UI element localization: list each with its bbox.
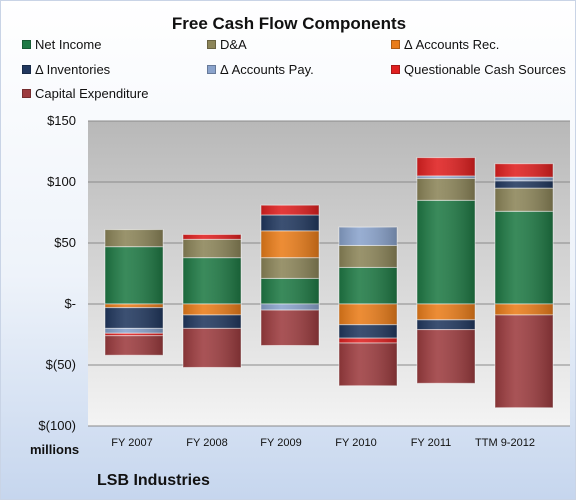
y-tick-label: $50: [54, 235, 76, 250]
x-tick-label: TTM 9-2012: [475, 437, 535, 449]
legend-swatch: [391, 65, 400, 74]
legend-swatch: [22, 40, 31, 49]
bar-segment-shading: [105, 229, 163, 247]
legend-item-da: D&A: [207, 37, 247, 52]
bar-segment-shading: [339, 324, 397, 339]
bar-segment-shading: [339, 304, 397, 325]
bar-segment-shading: [417, 329, 475, 384]
y-tick-label: $(100): [38, 418, 76, 433]
bar-segment-shading: [183, 328, 241, 368]
bar-segment-shading: [105, 333, 163, 336]
bar-segment-shading: [183, 257, 241, 304]
bar-segment-shading: [417, 304, 475, 320]
legend-swatch: [391, 40, 400, 49]
bar-segment-shading: [339, 338, 397, 344]
legend-swatch: [207, 40, 216, 49]
legend-item-accounts-rec: Δ Accounts Rec.: [391, 37, 499, 52]
chart-title: Free Cash Flow Components: [171, 14, 407, 33]
y-tick-label: $-: [64, 296, 76, 311]
bar-segment-shading: [105, 335, 163, 356]
bar-segment-shading: [261, 257, 319, 279]
legend-item-accounts-pay: Δ Accounts Pay.: [207, 62, 314, 77]
bar-segment-shading: [105, 304, 163, 308]
x-tick-label: FY 2011: [410, 437, 452, 449]
units-label: millions: [30, 442, 80, 457]
legend-label: Δ Accounts Rec.: [404, 37, 500, 52]
legend-swatch: [207, 65, 216, 74]
bar-segment-shading: [495, 163, 553, 178]
bar-segment-shading: [105, 246, 163, 304]
company-name: LSB Industries: [97, 472, 210, 489]
legend-label: Δ Inventories: [35, 62, 111, 77]
legend-label: D&A: [220, 37, 247, 52]
x-tick-label: FY 2010: [335, 437, 377, 449]
y-tick-label: $(50): [45, 357, 76, 372]
legend-label: Capital Expenditure: [35, 86, 149, 101]
legend-label: Questionable Cash Sources: [404, 62, 566, 77]
bar-segment-shading: [495, 180, 553, 189]
legend-item-questionable: Questionable Cash Sources: [391, 62, 566, 77]
bar-segment-shading: [261, 278, 319, 304]
bar-segment-shading: [261, 310, 319, 346]
bar-segment-shading: [495, 188, 553, 212]
legend-item-capex: Capital Expenditure: [22, 86, 148, 101]
bar-segment-shading: [261, 205, 319, 215]
bar-segment-shading: [339, 343, 397, 386]
bar-segment-shading: [495, 314, 553, 408]
bar-segment-shading: [339, 267, 397, 304]
legend-label: Δ Accounts Pay.: [220, 62, 314, 77]
bar-segment-shading: [261, 230, 319, 258]
x-tick-label: FY 2009: [260, 437, 302, 449]
plot-area: [88, 121, 570, 426]
legend-swatch: [22, 65, 31, 74]
bar-segment-shading: [183, 304, 241, 315]
bar-segment-shading: [183, 314, 241, 329]
bar-segment-shading: [417, 157, 475, 176]
bar-segment-shading: [417, 178, 475, 201]
legend-item-inventories: Δ Inventories: [22, 62, 110, 77]
bar-segment-shading: [495, 177, 553, 181]
bar-segment-shading: [417, 319, 475, 330]
x-tick-label: FY 2008: [186, 437, 228, 449]
y-tick-label: $150: [47, 113, 76, 128]
bar-segment-shading: [339, 245, 397, 268]
bar-segment-shading: [105, 307, 163, 329]
bar-segment-shading: [417, 175, 475, 179]
x-tick-label: FY 2007: [111, 437, 153, 449]
legend-label: Net Income: [35, 37, 102, 52]
bar-segment-shading: [261, 214, 319, 231]
bar-segment-shading: [183, 234, 241, 240]
legend-swatch: [22, 89, 31, 98]
bar-segment-shading: [495, 211, 553, 304]
bar-segment-shading: [417, 200, 475, 304]
bar-segment-shading: [105, 328, 163, 334]
bar-segment-shading: [339, 227, 397, 246]
legend-item-net-income: Net Income: [22, 37, 101, 52]
bar-segment-shading: [495, 304, 553, 315]
y-tick-label: $100: [47, 174, 76, 189]
bar-segment-shading: [261, 304, 319, 311]
bar-segment-shading: [183, 239, 241, 258]
